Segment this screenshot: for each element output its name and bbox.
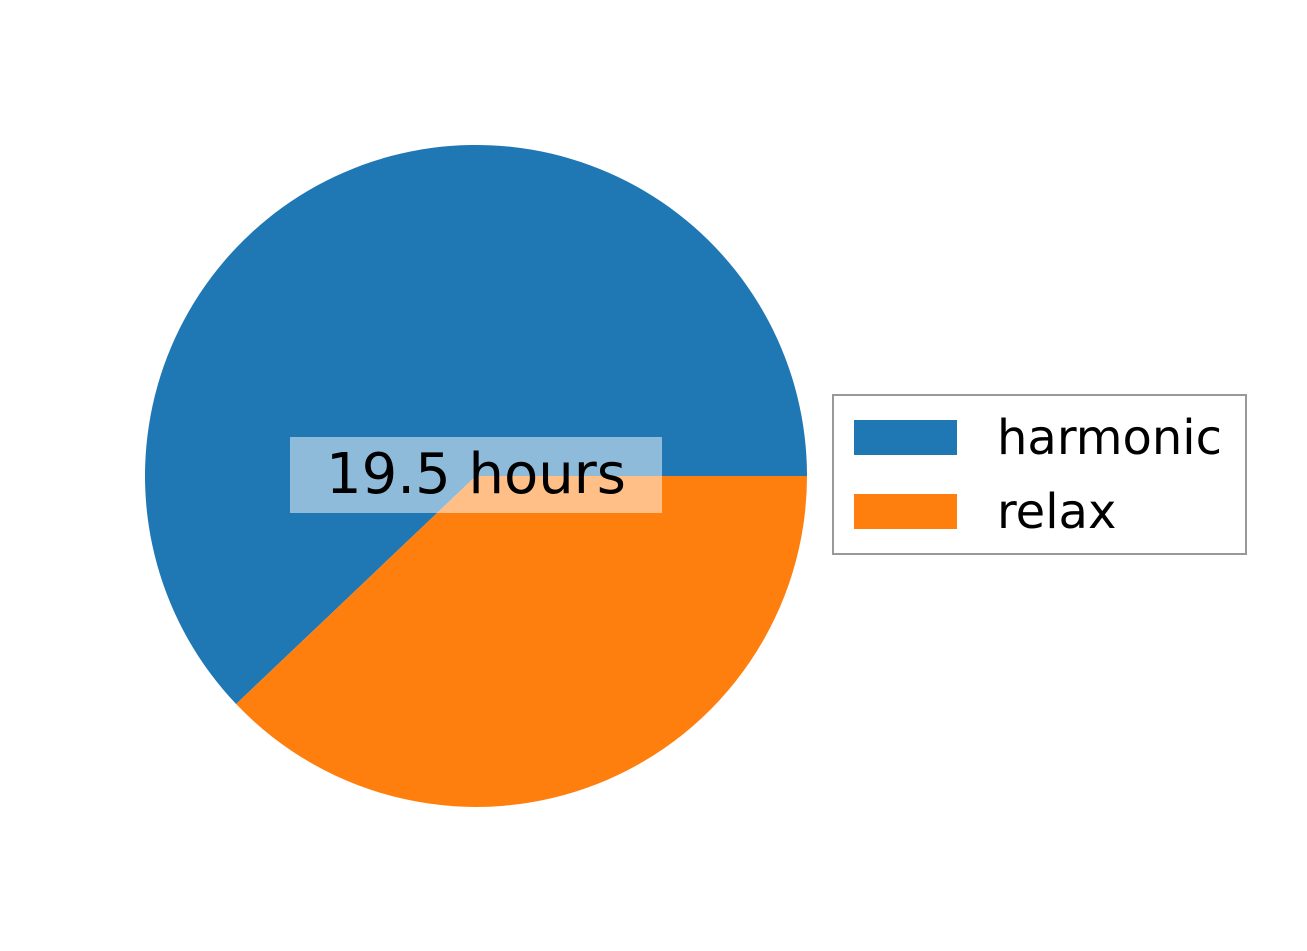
legend-label-relax: relax: [997, 484, 1117, 540]
legend-swatch-relax: [854, 494, 957, 529]
legend-swatch-harmonic: [854, 420, 957, 455]
pie-slice-value-label: 19.5 hours: [290, 437, 662, 513]
legend-entry-harmonic[interactable]: harmonic: [834, 412, 1245, 468]
pie-slice-relax[interactable]: [236, 476, 807, 807]
legend-entry-relax[interactable]: relax: [834, 486, 1245, 542]
legend: harmonic relax: [832, 394, 1247, 555]
legend-label-harmonic: harmonic: [997, 410, 1222, 466]
pie-slice-harmonic[interactable]: [144, 144, 807, 705]
